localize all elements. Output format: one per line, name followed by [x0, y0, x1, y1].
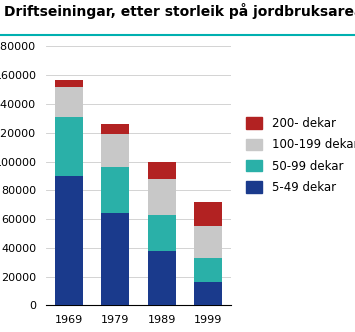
- Bar: [55, 176, 82, 305]
- Bar: [101, 124, 129, 134]
- Bar: [148, 215, 176, 251]
- Text: Driftseiningar, etter storleik på jordbruksareal i drift: Driftseiningar, etter storleik på jordbr…: [4, 3, 355, 19]
- Bar: [55, 117, 82, 176]
- Bar: [101, 134, 129, 167]
- Bar: [195, 202, 222, 226]
- Bar: [148, 162, 176, 179]
- Bar: [55, 80, 82, 87]
- Bar: [195, 258, 222, 283]
- Bar: [148, 251, 176, 305]
- Bar: [195, 226, 222, 258]
- Bar: [55, 87, 82, 117]
- Bar: [148, 179, 176, 215]
- Bar: [101, 213, 129, 305]
- Bar: [101, 167, 129, 213]
- Legend: 200- dekar, 100-199 dekar, 50-99 dekar, 5-49 dekar: 200- dekar, 100-199 dekar, 50-99 dekar, …: [246, 117, 355, 194]
- Bar: [195, 283, 222, 305]
